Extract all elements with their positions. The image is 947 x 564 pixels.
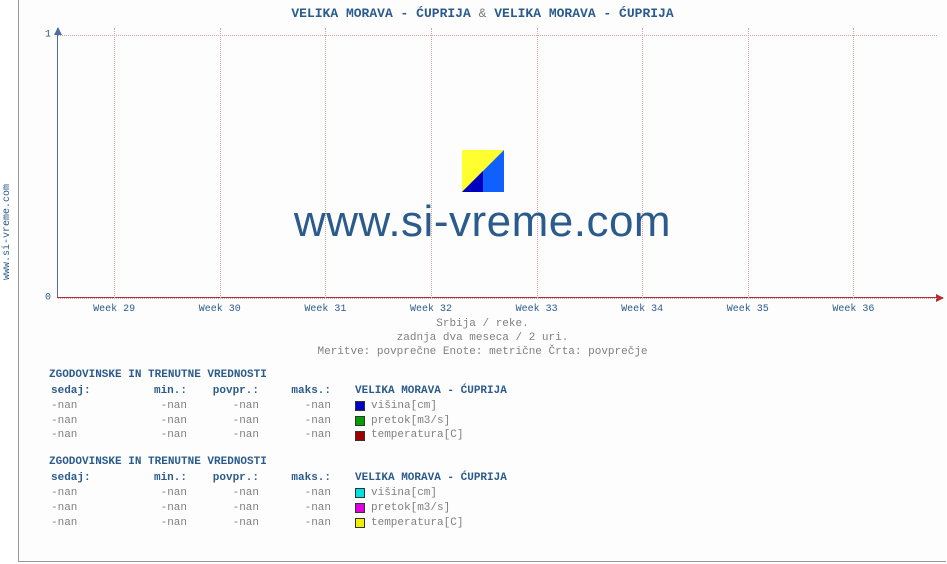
table-cell: -nan: [49, 399, 121, 414]
gridline-v: [325, 28, 326, 298]
table-title: ZGODOVINSKE IN TRENUTNE VREDNOSTI: [49, 368, 939, 383]
table-header-cell: sedaj:: [49, 384, 121, 399]
table-cell: -nan: [193, 399, 265, 414]
gridline-v: [220, 28, 221, 298]
gridline-h: [58, 298, 937, 299]
gridline-v: [537, 28, 538, 298]
metric-label: pretok[m3/s]: [371, 414, 450, 429]
gridline-v: [431, 28, 432, 298]
table-title: ZGODOVINSKE IN TRENUTNE VREDNOSTI: [49, 455, 939, 470]
table-header-row: sedaj:min.:povpr.:maks.: VELIKA MORAVA - …: [49, 471, 939, 486]
table-cell: -nan: [265, 486, 337, 501]
table-row: -nan-nan-nan-nanpretok[m3/s]: [49, 414, 939, 429]
table-header-cell: povpr.:: [193, 471, 265, 486]
table-header-row: sedaj:min.:povpr.:maks.: VELIKA MORAVA - …: [49, 384, 939, 399]
stats-table: ZGODOVINSKE IN TRENUTNE VREDNOSTIsedaj:m…: [49, 455, 939, 530]
x-tick-label: Week 30: [199, 304, 241, 315]
gridline-h: [58, 35, 937, 36]
table-cell: -nan: [49, 486, 121, 501]
caption-line-3: Meritve: povprečne Enote: metrične Črta:…: [19, 346, 946, 358]
table-cell: -nan: [265, 516, 337, 531]
table-header-cell: min.:: [121, 384, 193, 399]
data-tables: ZGODOVINSKE IN TRENUTNE VREDNOSTIsedaj:m…: [49, 368, 939, 542]
metric-label: višina[cm]: [371, 399, 437, 414]
chart-panel: VELIKA MORAVA - ĆUPRIJA & VELIKA MORAVA …: [18, 0, 946, 562]
table-cell: -nan: [193, 516, 265, 531]
table-cell: -nan: [121, 414, 193, 429]
plot-area: 01Week 29Week 30Week 31Week 32Week 33Wee…: [57, 28, 937, 298]
stats-table: ZGODOVINSKE IN TRENUTNE VREDNOSTIsedaj:m…: [49, 368, 939, 443]
table-cell: -nan: [193, 428, 265, 443]
table-row: -nan-nan-nan-nantemperatura[C]: [49, 428, 939, 443]
y-tick-label: 0: [45, 293, 51, 304]
table-row: -nan-nan-nan-nanpretok[m3/s]: [49, 501, 939, 516]
color-swatch: [355, 488, 365, 498]
table-cell: -nan: [121, 486, 193, 501]
table-row: -nan-nan-nan-nantemperatura[C]: [49, 516, 939, 531]
color-swatch: [355, 518, 365, 528]
metric-label: višina[cm]: [371, 486, 437, 501]
table-header-cell: povpr.:: [193, 384, 265, 399]
color-swatch: [355, 431, 365, 441]
metric-label: temperatura[C]: [371, 516, 463, 531]
table-cell: -nan: [121, 399, 193, 414]
gridline-v: [748, 28, 749, 298]
table-cell: -nan: [265, 501, 337, 516]
x-tick-label: Week 31: [304, 304, 346, 315]
table-cell: -nan: [49, 428, 121, 443]
series-name: VELIKA MORAVA - ĆUPRIJA: [355, 384, 507, 399]
color-swatch: [355, 503, 365, 513]
table-header-cell: maks.:: [265, 471, 337, 486]
metric-label: pretok[m3/s]: [371, 501, 450, 516]
x-tick-label: Week 33: [516, 304, 558, 315]
title-ampersand: &: [479, 6, 487, 21]
y-tick-label: 1: [45, 29, 51, 40]
x-tick-label: Week 32: [410, 304, 452, 315]
x-tick-label: Week 29: [93, 304, 135, 315]
x-tick-label: Week 36: [832, 304, 874, 315]
x-tick-label: Week 35: [727, 304, 769, 315]
table-cell: -nan: [121, 501, 193, 516]
table-cell: -nan: [265, 428, 337, 443]
y-axis: [57, 28, 58, 298]
table-header-cell: min.:: [121, 471, 193, 486]
table-cell: -nan: [49, 516, 121, 531]
table-cell: -nan: [265, 399, 337, 414]
table-row: -nan-nan-nan-nanvišina[cm]: [49, 486, 939, 501]
table-header-cell: sedaj:: [49, 471, 121, 486]
color-swatch: [355, 401, 365, 411]
table-cell: -nan: [265, 414, 337, 429]
x-tick-label: Week 34: [621, 304, 663, 315]
color-swatch: [355, 416, 365, 426]
table-row: -nan-nan-nan-nanvišina[cm]: [49, 399, 939, 414]
table-cell: -nan: [193, 414, 265, 429]
gridline-v: [114, 28, 115, 298]
table-cell: -nan: [49, 501, 121, 516]
table-header-cell: maks.:: [265, 384, 337, 399]
table-cell: -nan: [49, 414, 121, 429]
caption-line-1: Srbija / reke.: [19, 318, 946, 330]
table-cell: -nan: [193, 501, 265, 516]
table-cell: -nan: [193, 486, 265, 501]
metric-label: temperatura[C]: [371, 428, 463, 443]
gridline-v: [853, 28, 854, 298]
gridline-v: [642, 28, 643, 298]
table-cell: -nan: [121, 516, 193, 531]
side-watermark: www.si-vreme.com: [2, 184, 13, 280]
chart-title: VELIKA MORAVA - ĆUPRIJA & VELIKA MORAVA …: [19, 6, 946, 21]
title-series-b: VELIKA MORAVA - ĆUPRIJA: [494, 6, 673, 21]
table-cell: -nan: [121, 428, 193, 443]
title-series-a: VELIKA MORAVA - ĆUPRIJA: [291, 6, 470, 21]
series-name: VELIKA MORAVA - ĆUPRIJA: [355, 471, 507, 486]
caption-line-2: zadnja dva meseca / 2 uri.: [19, 332, 946, 344]
